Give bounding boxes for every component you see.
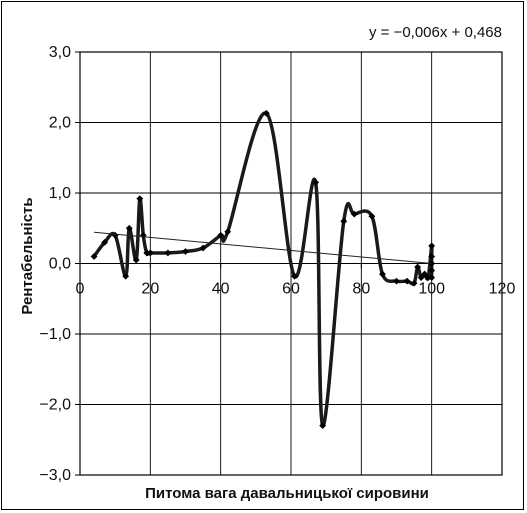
y-tick-labels: 3,0 2,0 1,0 0,0 −1,0 −2,0 −3,0 bbox=[39, 44, 80, 484]
data-point-marker bbox=[90, 253, 98, 260]
rentability-curve bbox=[92, 111, 434, 428]
data-point-marker bbox=[428, 253, 436, 260]
data-point-marker bbox=[139, 231, 147, 239]
y-tick-label: −2,0 bbox=[39, 397, 71, 414]
x-tick-label: 100 bbox=[418, 281, 445, 298]
data-point-marker bbox=[291, 272, 298, 280]
data-point-marker bbox=[101, 238, 109, 246]
data-point-marker bbox=[164, 249, 172, 257]
y-tick-label: 0,0 bbox=[49, 256, 71, 273]
x-tick-labels: 0 20 40 60 80 100 120 bbox=[76, 263, 516, 298]
y-tick-label: −1,0 bbox=[39, 326, 71, 343]
data-point-marker bbox=[428, 260, 436, 267]
data-point-marker bbox=[403, 277, 411, 285]
data-point-marker bbox=[393, 277, 400, 285]
y-tick-label: 1,0 bbox=[49, 185, 71, 202]
data-point-marker bbox=[414, 263, 421, 271]
x-axis-label: Питома вага давальницької сировини bbox=[145, 485, 429, 502]
y-tick-label: 3,0 bbox=[49, 44, 71, 61]
data-point-marker bbox=[143, 249, 151, 257]
data-point-marker bbox=[319, 422, 327, 430]
data-point-marker bbox=[224, 228, 232, 236]
data-point-marker bbox=[111, 231, 119, 239]
data-point-marker bbox=[428, 267, 436, 274]
linear-trendline bbox=[94, 231, 432, 264]
data-point-marker bbox=[217, 231, 225, 239]
data-point-marker bbox=[122, 272, 130, 280]
data-point-marker bbox=[421, 270, 429, 278]
data-point-marker bbox=[340, 217, 348, 225]
gridlines bbox=[79, 51, 503, 476]
data-series bbox=[90, 109, 436, 430]
x-tick-label: 40 bbox=[212, 281, 230, 298]
data-point-marker bbox=[428, 242, 436, 250]
data-point-marker bbox=[312, 179, 320, 186]
x-tick-label: 120 bbox=[489, 281, 516, 298]
y-tick-label: 2,0 bbox=[49, 115, 71, 132]
data-point-marker bbox=[262, 109, 270, 117]
data-point-marker bbox=[136, 195, 144, 203]
data-point-marker bbox=[424, 274, 432, 281]
x-tick-label: 60 bbox=[282, 281, 300, 298]
data-point-marker bbox=[199, 244, 207, 252]
data-point-marker bbox=[410, 279, 418, 287]
x-tick-label: 0 bbox=[76, 281, 85, 298]
line-chart: 0 20 40 60 80 100 120 3,0 2,0 1,0 0,0 −1,0 −2,0 −3,0… bbox=[19, 24, 516, 502]
data-point-marker bbox=[125, 224, 133, 232]
y-tick-label: −3,0 bbox=[39, 467, 71, 484]
data-point-marker bbox=[417, 274, 425, 281]
data-point-marker bbox=[428, 274, 436, 281]
y-axis-label: Рентабельність bbox=[19, 197, 36, 314]
data-point-marker bbox=[350, 210, 358, 218]
x-tick-label: 20 bbox=[141, 281, 159, 298]
trendline-equation: y = −0,006x + 0,468 bbox=[369, 24, 502, 41]
data-point-marker bbox=[368, 212, 376, 220]
data-point-marker bbox=[379, 270, 386, 278]
x-tick-label: 80 bbox=[352, 281, 370, 298]
data-point-marker bbox=[146, 249, 154, 257]
data-point-marker bbox=[182, 248, 189, 255]
data-point-marker bbox=[132, 256, 140, 264]
